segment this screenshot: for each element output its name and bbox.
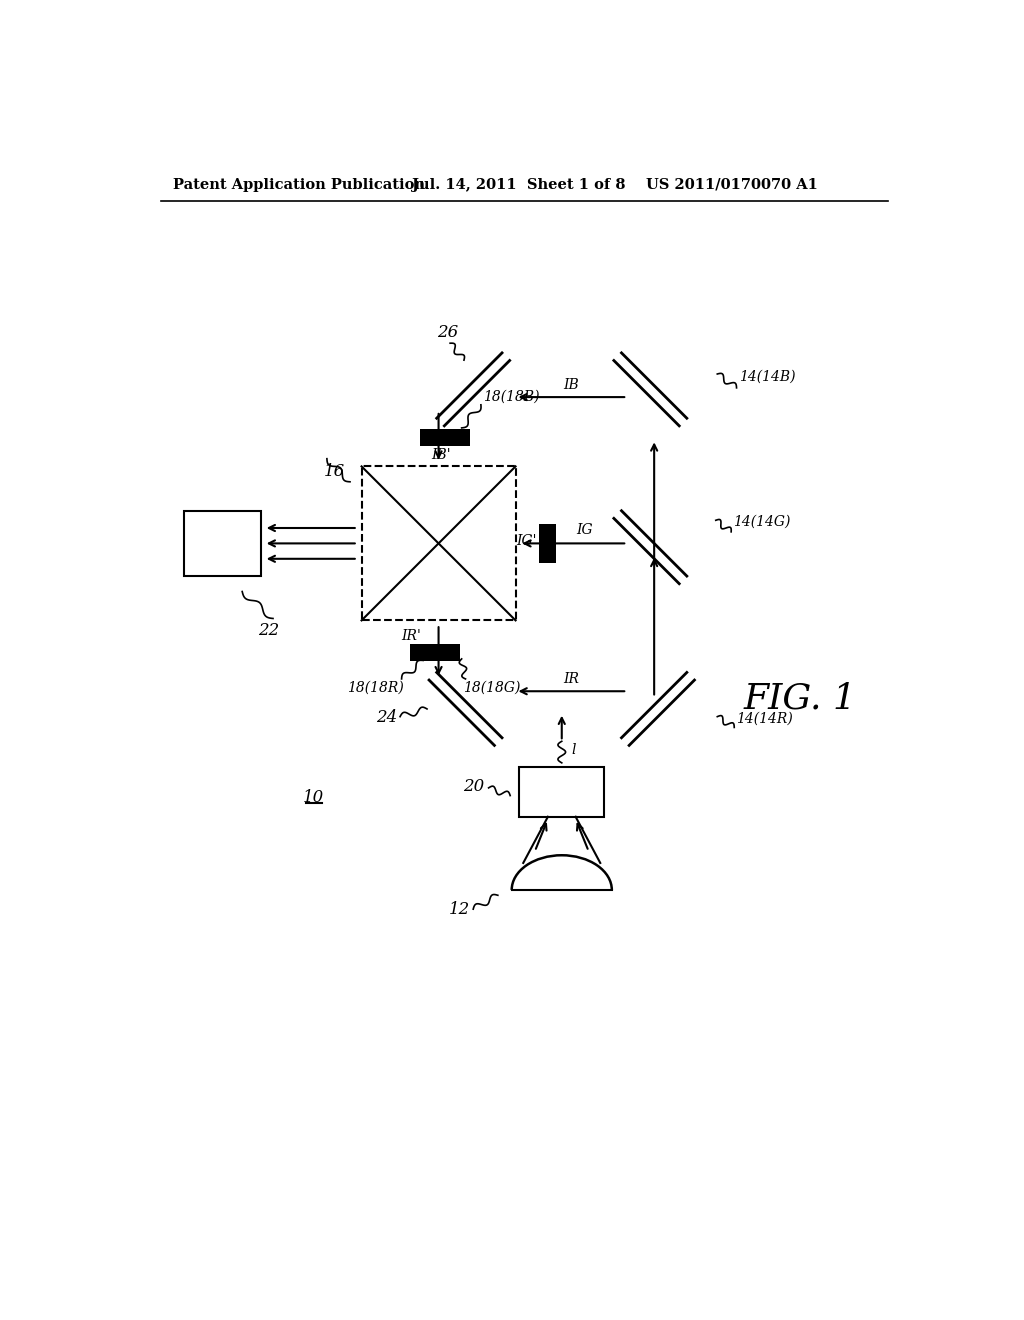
Text: Jul. 14, 2011  Sheet 1 of 8: Jul. 14, 2011 Sheet 1 of 8 [412,178,625,191]
Text: FIG. 1: FIG. 1 [744,682,857,715]
Text: 14(14G): 14(14G) [733,515,791,529]
Text: IG: IG [577,523,593,537]
Text: 18(18R): 18(18R) [347,681,403,694]
Text: 12: 12 [449,902,470,919]
Text: 22: 22 [258,622,280,639]
Bar [420,429,470,446]
Text: 18(18G): 18(18G) [463,681,520,694]
Text: IG': IG' [517,535,538,548]
Text: IR': IR' [401,628,422,643]
Text: 10: 10 [302,789,324,807]
Text: 24: 24 [376,709,397,726]
Bar [184,511,261,576]
Text: IB: IB [563,378,579,392]
Text: US 2011/0170070 A1: US 2011/0170070 A1 [646,178,818,191]
Bar [540,524,556,562]
Text: l: l [571,743,575,756]
Text: 18(18B): 18(18B) [483,389,540,404]
Text: IB': IB' [431,447,451,462]
Bar [410,644,460,661]
Text: Patent Application Publication: Patent Application Publication [173,178,425,191]
Text: 20: 20 [463,777,484,795]
Text: 14(14B): 14(14B) [739,370,796,384]
Bar [361,466,515,620]
Text: 26: 26 [437,323,459,341]
Bar [519,767,604,817]
Text: IR: IR [563,672,579,686]
Text: 16: 16 [324,463,345,480]
Text: 14(14R): 14(14R) [736,711,793,726]
